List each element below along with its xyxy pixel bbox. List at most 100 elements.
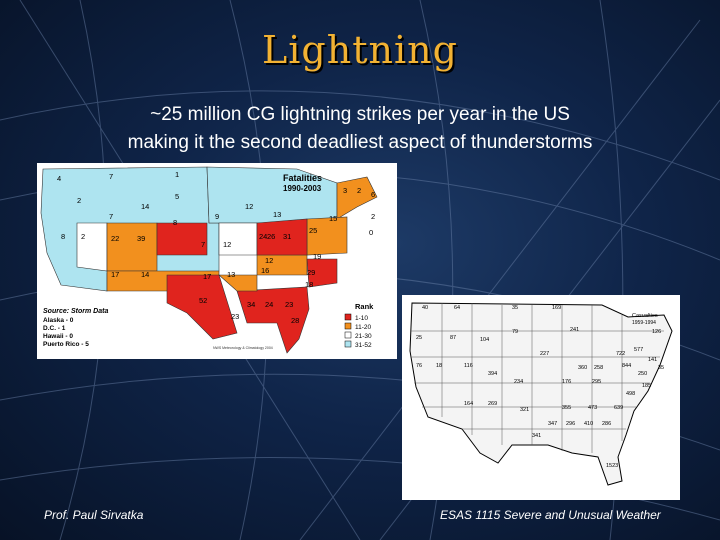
state-label: 22 bbox=[111, 234, 119, 243]
casualties-map-period: 1959-1994 bbox=[632, 320, 656, 326]
state-label: 141 bbox=[648, 357, 657, 363]
state-label: 7 bbox=[109, 212, 113, 221]
state-label: 227 bbox=[540, 351, 549, 357]
state-label: 116 bbox=[464, 363, 473, 369]
state-label: 79 bbox=[512, 329, 518, 335]
state-label: 31 bbox=[283, 232, 291, 241]
state-label: 16 bbox=[261, 266, 269, 275]
state-label: 18 bbox=[305, 280, 313, 289]
state-label: 64 bbox=[454, 305, 460, 311]
other-area-item: Alaska - 0 bbox=[43, 317, 74, 324]
state-label: 26 bbox=[267, 232, 275, 241]
us-outline bbox=[409, 302, 673, 486]
state-label: 295 bbox=[592, 379, 601, 385]
state-label: 18 bbox=[436, 363, 442, 369]
fatalities-map-source: Source: Storm Data bbox=[43, 308, 108, 315]
state-label: 7 bbox=[109, 172, 113, 181]
state-label: 577 bbox=[634, 347, 643, 353]
state-label: 52 bbox=[199, 296, 207, 305]
rank-legend-title: Rank bbox=[355, 302, 374, 311]
map-region-white bbox=[76, 222, 108, 272]
state-label: 126 bbox=[652, 329, 661, 335]
state-label: 4 bbox=[57, 174, 61, 183]
state-label: 13 bbox=[227, 270, 235, 279]
fatalities-map-period: 1990-2003 bbox=[283, 184, 322, 193]
rank-label: 11-20 bbox=[355, 324, 372, 331]
rank-swatch bbox=[344, 331, 352, 339]
state-label: 25 bbox=[309, 226, 317, 235]
state-label: 258 bbox=[594, 365, 603, 371]
state-label: 7 bbox=[201, 240, 205, 249]
footer-author: Prof. Paul Sirvatka bbox=[44, 508, 144, 522]
state-label: 40 bbox=[422, 305, 428, 311]
state-label: 321 bbox=[520, 407, 529, 413]
state-label: 341 bbox=[532, 433, 541, 439]
rank-label: 1-10 bbox=[355, 315, 368, 322]
state-label: 286 bbox=[602, 421, 611, 427]
state-label: 17 bbox=[111, 270, 119, 279]
state-label: 176 bbox=[562, 379, 571, 385]
state-label: 355 bbox=[562, 405, 571, 411]
state-label: 296 bbox=[566, 421, 575, 427]
rank-swatch bbox=[344, 322, 352, 330]
state-label: 394 bbox=[488, 371, 497, 377]
state-label: 19 bbox=[313, 252, 321, 261]
state-label: 164 bbox=[464, 401, 473, 407]
subtitle-line-2: making it the second deadliest aspect of… bbox=[127, 132, 593, 153]
state-label: 24 bbox=[259, 232, 267, 241]
state-label: 2 bbox=[371, 212, 375, 221]
slide-title: Lightning bbox=[262, 28, 458, 72]
other-area-item: Puerto Rico - 5 bbox=[43, 341, 89, 348]
state-label: 1 bbox=[175, 170, 179, 179]
footer-course: ESAS 1115 Severe and Unusual Weather bbox=[440, 508, 661, 522]
state-label: 185 bbox=[642, 383, 651, 389]
state-label: 0 bbox=[369, 228, 373, 237]
state-label: 8 bbox=[61, 232, 65, 241]
state-label: 35 bbox=[512, 305, 518, 311]
state-label: 34 bbox=[247, 300, 255, 309]
subtitle-line-1: ~25 million CG lightning strikes per yea… bbox=[150, 104, 570, 125]
state-label: 8 bbox=[173, 218, 177, 227]
state-label: 14 bbox=[141, 202, 149, 211]
state-label: 104 bbox=[480, 337, 489, 343]
state-label: 2 bbox=[357, 186, 361, 195]
rank-swatch bbox=[344, 313, 352, 321]
state-label: 87 bbox=[450, 335, 456, 341]
state-label: 234 bbox=[514, 379, 523, 385]
state-label: 28 bbox=[291, 316, 299, 325]
state-label: 347 bbox=[548, 421, 557, 427]
map-region-red bbox=[156, 222, 208, 256]
state-label: 25 bbox=[416, 335, 422, 341]
fatalities-map-credit: NWS Meteorology & Climatology 2004 bbox=[213, 346, 273, 350]
rank-label: 31-52 bbox=[355, 342, 372, 349]
state-label: 269 bbox=[488, 401, 497, 407]
state-label: 410 bbox=[584, 421, 593, 427]
state-label: 722 bbox=[616, 351, 625, 357]
state-label: 76 bbox=[416, 363, 422, 369]
state-label: 12 bbox=[223, 240, 231, 249]
fatalities-map-title: Fatalities bbox=[283, 173, 322, 183]
state-label: 39 bbox=[137, 234, 145, 243]
state-label: 14 bbox=[141, 270, 149, 279]
state-label: 15 bbox=[329, 214, 337, 223]
state-label: 23 bbox=[231, 312, 239, 321]
state-label: 5 bbox=[175, 192, 179, 201]
state-label: 473 bbox=[588, 405, 597, 411]
state-label: 3 bbox=[343, 186, 347, 195]
state-label: 498 bbox=[626, 391, 635, 397]
rank-swatch bbox=[344, 340, 352, 348]
state-label: 12 bbox=[245, 202, 253, 211]
other-area-item: D.C. - 1 bbox=[43, 325, 66, 332]
state-label: 35 bbox=[658, 365, 664, 371]
state-label: 6 bbox=[371, 190, 375, 199]
state-label: 241 bbox=[570, 327, 579, 333]
casualties-map-title: Casualties bbox=[632, 313, 658, 319]
state-label: 23 bbox=[285, 300, 293, 309]
state-label: 844 bbox=[622, 363, 631, 369]
state-label: 169 bbox=[552, 305, 561, 311]
other-area-item: Hawaii - 0 bbox=[43, 333, 73, 340]
state-label: 1523 bbox=[606, 463, 618, 469]
rank-label: 21-30 bbox=[355, 333, 372, 340]
state-label: 12 bbox=[265, 256, 273, 265]
rank-legend: Rank 1-10 11-20 21-30 31-52 bbox=[344, 302, 374, 349]
